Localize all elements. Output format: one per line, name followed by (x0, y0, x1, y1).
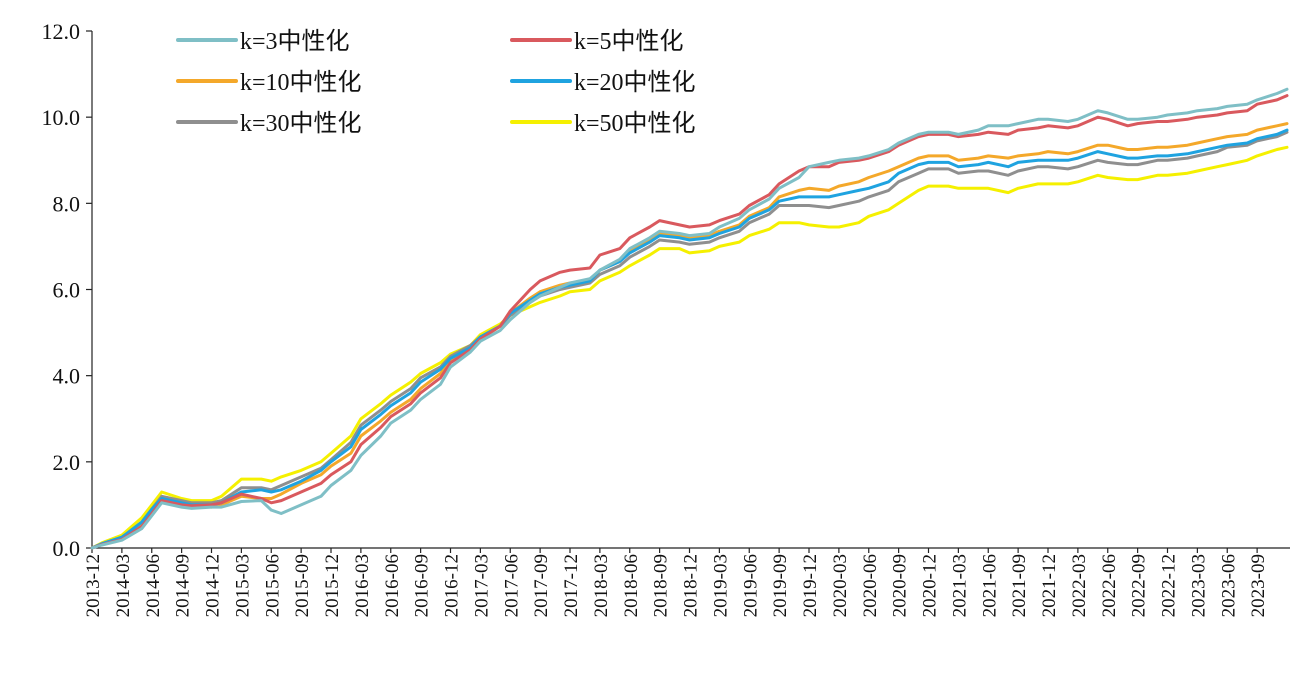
x-tick-label: 2014-12 (203, 554, 224, 617)
x-tick-label: 2019-09 (770, 554, 791, 617)
x-tick-label: 2021-09 (1009, 554, 1030, 617)
x-tick-label: 2022-03 (1069, 554, 1090, 617)
y-tick-label: 4.0 (53, 364, 81, 389)
x-tick-label: 2020-09 (890, 554, 911, 617)
x-tick-label: 2018-09 (651, 554, 672, 617)
x-axis: 2013-12 2014-03 2014-06 2014-09 2014-12 2015-… (83, 547, 1290, 617)
x-tick-label: 2016-09 (412, 554, 433, 617)
x-tick-label: 2021-12 (1039, 554, 1060, 617)
x-tick-label: 2020-06 (860, 554, 881, 617)
y-tick-label: 0.0 (53, 536, 81, 561)
x-tick-label: 2018-06 (621, 554, 642, 617)
x-tick-label: 2021-03 (949, 554, 970, 617)
y-tick-label: 12.0 (42, 19, 81, 44)
y-tick-label: 6.0 (53, 278, 81, 303)
x-tick-label: 2021-06 (979, 554, 1000, 617)
x-tick-label: 2014-09 (173, 554, 194, 617)
x-tick-label: 2019-12 (800, 554, 821, 617)
series-line-1 (90, 94, 1289, 550)
legend-label-4: k=30中性化 (240, 110, 362, 137)
x-tick-label: 2014-03 (113, 554, 134, 617)
x-tick-label: 2015-06 (262, 554, 283, 617)
x-tick-label: 2014-06 (143, 554, 164, 617)
x-tick-label: 2017-09 (531, 554, 552, 617)
x-tick-label: 2022-12 (1159, 554, 1180, 617)
y-axis: 0.0 2.0 4.0 6.0 8.0 10.0 12.0 (42, 19, 93, 561)
x-tick-label: 2022-06 (1099, 554, 1120, 617)
x-tick-label: 2013-12 (83, 554, 104, 617)
x-tick-label: 2019-03 (710, 554, 731, 617)
x-tick-label: 2017-03 (471, 554, 492, 617)
x-tick-label: 2017-06 (501, 554, 522, 617)
x-tick-label: 2018-12 (681, 554, 702, 617)
series-line-3 (90, 128, 1289, 550)
x-tick-label: 2020-03 (830, 554, 851, 617)
legend: k=3中性化 k=5中性化 k=10中性化 k=20中性化 k=30中性化 k=50中性化 (176, 28, 696, 137)
legend-label-0: k=3中性化 (240, 28, 350, 55)
series-line-5 (90, 145, 1289, 550)
x-tick-label: 2022-09 (1129, 554, 1150, 617)
x-tick-label: 2018-03 (591, 554, 612, 617)
x-tick-label: 2020-12 (920, 554, 941, 617)
y-tick-label: 10.0 (42, 105, 81, 130)
series-line-4 (90, 130, 1289, 550)
x-tick-label: 2017-12 (561, 554, 582, 617)
y-tick-label: 2.0 (53, 450, 81, 475)
x-tick-label: 2023-06 (1218, 554, 1239, 617)
legend-label-2: k=10中性化 (240, 69, 362, 96)
x-tick-label: 2015-03 (232, 554, 253, 617)
x-tick-label: 2016-12 (442, 554, 463, 617)
x-tick-label: 2015-12 (322, 554, 343, 617)
x-tick-label: 2016-03 (352, 554, 373, 617)
series-line-0 (90, 87, 1289, 550)
series-layer (90, 87, 1289, 550)
legend-label-5: k=50中性化 (574, 110, 696, 137)
x-tick-label: 2016-06 (382, 554, 403, 617)
series-line-2 (90, 122, 1289, 550)
legend-label-1: k=5中性化 (574, 28, 684, 55)
y-tick-label: 8.0 (53, 191, 81, 216)
x-tick-label: 2023-03 (1188, 554, 1209, 617)
x-tick-label: 2023-09 (1248, 554, 1269, 617)
x-tick-label: 2019-06 (740, 554, 761, 617)
x-tick-label: 2015-09 (292, 554, 313, 617)
legend-label-3: k=20中性化 (574, 69, 696, 96)
